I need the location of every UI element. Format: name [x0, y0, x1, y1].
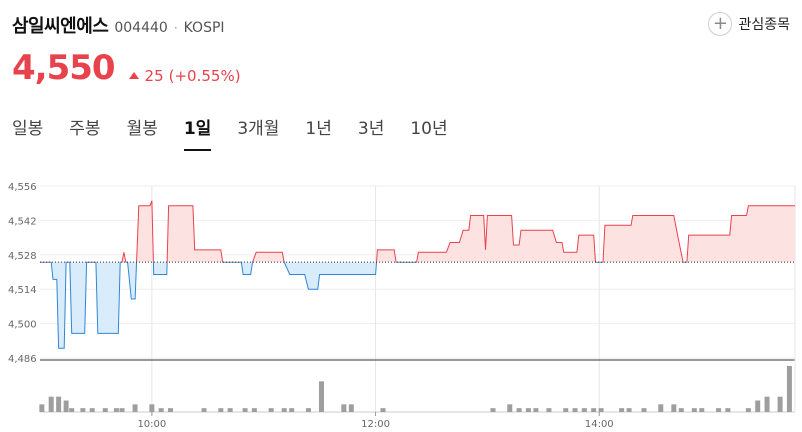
volume-bar	[289, 408, 295, 412]
tab-weekly[interactable]: 주봉	[69, 119, 101, 139]
volume-bar	[525, 408, 531, 412]
stock-header: 삼일씨엔에스 004440 · KOSPI + 관심종목	[12, 12, 790, 42]
volume-bar	[658, 404, 664, 412]
y-tick-label: 4,556	[8, 182, 37, 193]
plus-icon: +	[708, 12, 733, 36]
price-row: 4,550 25 (+0.55%)	[12, 48, 241, 88]
watchlist-label: 관심종목	[738, 17, 790, 33]
volume-bar	[63, 400, 69, 412]
x-tick-label: 14:00	[585, 419, 614, 430]
volume-bar	[626, 408, 632, 412]
add-watchlist-button[interactable]: + 관심종목	[708, 12, 790, 36]
price-change: 25 (+0.55%)	[128, 66, 241, 85]
volume-bar	[581, 408, 587, 412]
volume-bar	[572, 408, 578, 412]
volume-bar	[546, 408, 552, 412]
volume-bar	[201, 408, 207, 412]
down-price-line	[40, 262, 688, 349]
volume-bar	[563, 408, 569, 412]
volume-bar	[80, 408, 86, 412]
volume-bar	[598, 408, 604, 412]
tab-1day[interactable]: 1일	[183, 114, 212, 151]
volume-bar	[490, 408, 496, 412]
volume-bar	[755, 400, 761, 412]
volume-bar	[218, 408, 224, 412]
volume-bar	[251, 408, 257, 412]
period-tabs: 일봉 주봉 월봉 1일 3개월 1년 3년 10년	[12, 114, 474, 151]
tab-10year[interactable]: 10년	[410, 119, 448, 139]
volume-bar	[69, 408, 75, 412]
volume-bar	[102, 408, 108, 412]
volume-bar	[641, 408, 647, 412]
volume-bar	[242, 408, 248, 412]
volume-bar	[227, 408, 233, 412]
tab-1year[interactable]: 1년	[305, 119, 332, 139]
down-area-fill	[40, 262, 687, 349]
volume-bar	[380, 408, 386, 412]
volume-bar	[113, 408, 119, 412]
volume-bar	[348, 404, 354, 412]
volume-bar	[507, 404, 513, 412]
y-tick-label: 4,528	[8, 251, 37, 262]
volume-bar	[591, 408, 597, 412]
y-tick-label: 4,514	[8, 285, 37, 296]
stock-name: 삼일씨엔에스	[12, 16, 109, 37]
tab-3month[interactable]: 3개월	[237, 119, 280, 139]
volume-bar	[533, 408, 539, 412]
volume-bar	[745, 408, 751, 412]
y-tick-label: 4,542	[8, 216, 37, 227]
volume-bar	[786, 366, 792, 412]
volume-bar	[619, 408, 625, 412]
volume-bar	[691, 408, 697, 412]
volume-bar	[716, 408, 722, 412]
x-tick-label: 12:00	[361, 419, 390, 430]
volume-bar	[671, 404, 677, 412]
triangle-up-icon	[128, 72, 139, 79]
volume-bar	[341, 404, 347, 412]
up-area-fill	[40, 200, 795, 263]
intraday-chart[interactable]: 4,556 4,542 4,528 4,514 4,500 4,486 10:00 12:00…	[0, 172, 802, 432]
x-tick-label: 10:00	[137, 419, 166, 430]
separator-dot: ·	[173, 21, 178, 35]
volume-bars	[39, 366, 792, 412]
volume-bar	[48, 396, 54, 412]
change-value: 25	[144, 66, 164, 85]
market-name: KOSPI	[183, 20, 225, 36]
chart-svg[interactable]: 4,556 4,542 4,528 4,514 4,500 4,486 10:00 12:00…	[0, 172, 802, 432]
volume-bar	[167, 408, 173, 412]
volume-bar	[764, 396, 770, 412]
volume-bar	[56, 396, 62, 412]
volume-bar	[305, 408, 311, 412]
volume-bar	[777, 396, 783, 412]
title-row: 삼일씨엔에스 004440 · KOSPI	[12, 12, 790, 38]
volume-bar	[158, 408, 164, 412]
tab-3year[interactable]: 3년	[357, 119, 385, 139]
volume-bar	[268, 408, 274, 412]
y-tick-label: 4,500	[8, 320, 37, 331]
volume-bar	[39, 404, 45, 412]
tab-daily[interactable]: 일봉	[12, 119, 44, 139]
volume-bar	[678, 408, 684, 412]
y-tick-label: 4,486	[8, 354, 37, 365]
volume-bar	[318, 381, 324, 412]
change-percent: (+0.55%)	[168, 66, 241, 85]
volume-bar	[119, 408, 125, 412]
chart-areas	[40, 200, 795, 349]
tab-monthly[interactable]: 월봉	[126, 119, 158, 139]
volume-bar	[281, 408, 287, 412]
current-price: 4,550	[12, 48, 116, 88]
chart-axis: 4,556 4,542 4,528 4,514 4,500 4,486 10:00 12:00…	[8, 182, 614, 430]
volume-bar	[132, 404, 138, 412]
volume-bar	[725, 408, 731, 412]
volume-bar	[516, 408, 522, 412]
volume-bar	[149, 404, 155, 412]
volume-bar	[699, 408, 705, 412]
chart-grid	[40, 185, 796, 413]
volume-bar	[89, 408, 95, 412]
stock-code: 004440	[114, 20, 168, 36]
